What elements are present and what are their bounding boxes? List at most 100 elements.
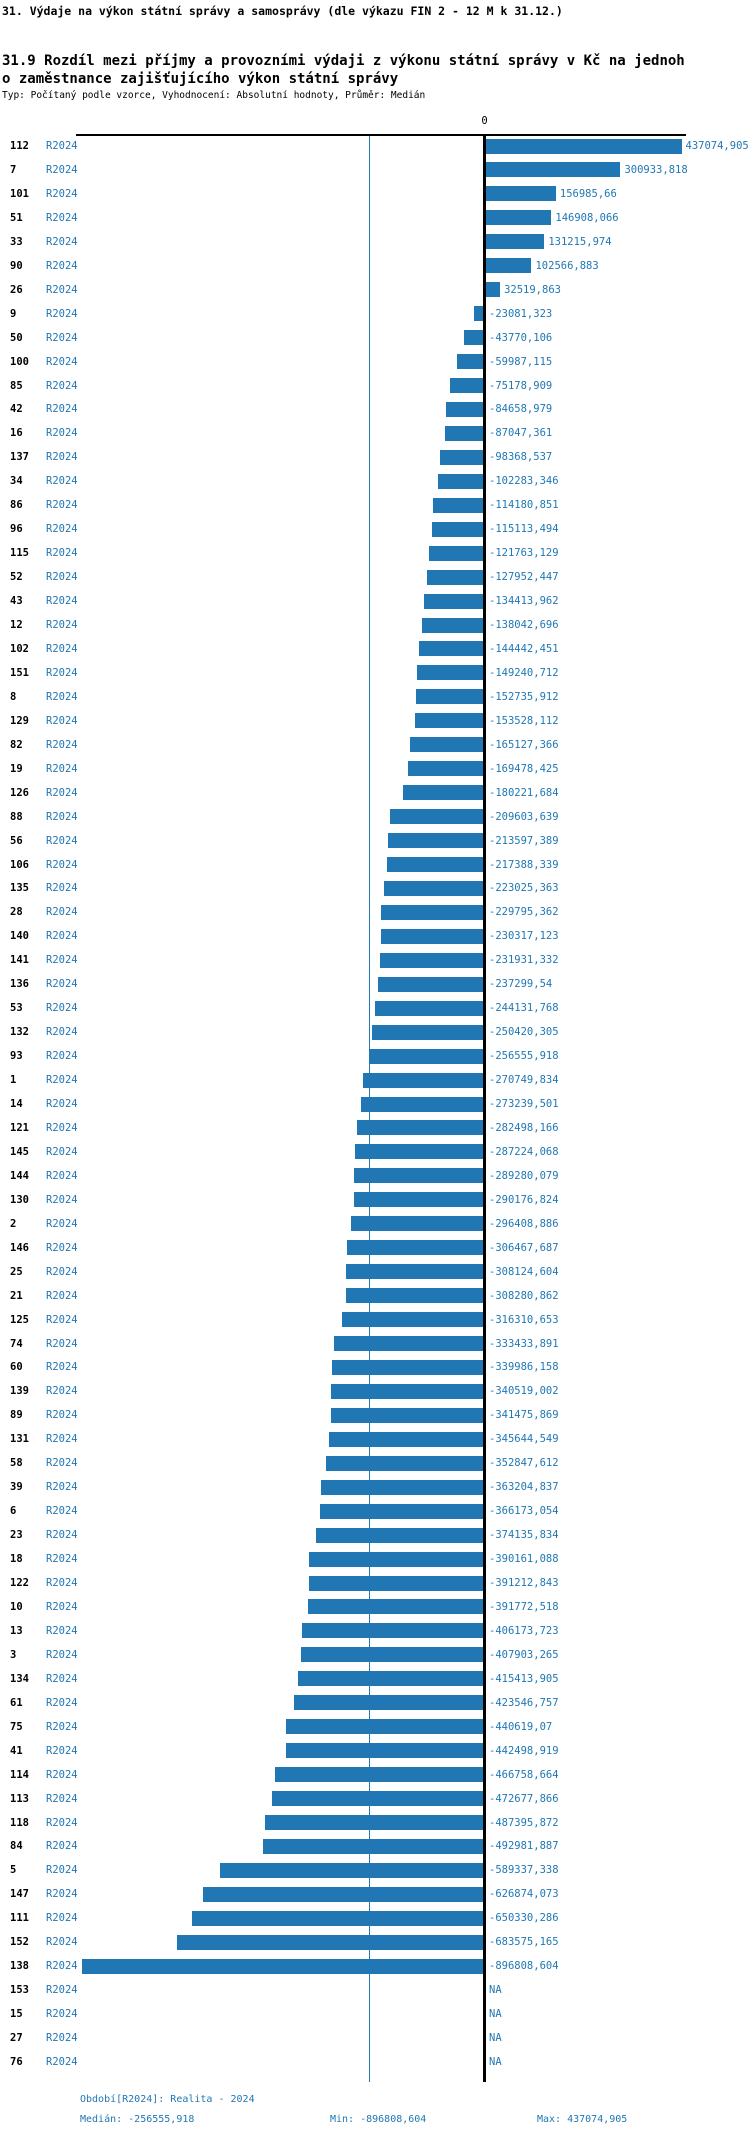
row-bar[interactable]: [331, 1383, 484, 1399]
row-bar[interactable]: [386, 857, 484, 872]
row-bar[interactable]: [177, 1934, 484, 1950]
row-bar[interactable]: [379, 952, 484, 968]
table-row: 139 R2024 -340519,002: [0, 1379, 750, 1403]
row-bar[interactable]: [457, 354, 484, 370]
row-bar[interactable]: [438, 473, 484, 489]
row-bar[interactable]: [353, 1192, 484, 1208]
row-bar[interactable]: [262, 1838, 484, 1854]
row-bar[interactable]: [357, 1120, 484, 1136]
row-value-label: -406173,723: [489, 1624, 559, 1637]
table-row: 112 R2024 437074,905: [0, 134, 750, 158]
row-bar[interactable]: [81, 1958, 484, 1974]
row-bar[interactable]: [473, 306, 484, 322]
row-bar[interactable]: [426, 569, 484, 585]
row-bar[interactable]: [361, 1096, 484, 1112]
row-value-label: -43770,106: [489, 331, 553, 344]
row-bar[interactable]: [403, 785, 484, 801]
row-bar[interactable]: [319, 1503, 484, 1519]
row-bar[interactable]: [342, 1312, 484, 1328]
row-bar[interactable]: [423, 593, 484, 609]
row-bar[interactable]: [485, 162, 621, 178]
row-bar[interactable]: [274, 1767, 484, 1783]
row-bar[interactable]: [371, 1024, 484, 1040]
row-id-label: 100: [10, 355, 29, 368]
row-value-label: -237299,54: [489, 978, 553, 991]
row-bar[interactable]: [407, 761, 484, 777]
row-bar[interactable]: [485, 210, 552, 226]
row-bar[interactable]: [380, 928, 484, 944]
row-bar[interactable]: [444, 425, 484, 441]
row-bar[interactable]: [446, 401, 484, 417]
row-id-label: 90: [10, 259, 23, 272]
row-period-label: R2024: [46, 738, 78, 751]
row-bar[interactable]: [368, 1048, 484, 1064]
row-bar[interactable]: [439, 449, 484, 465]
table-row: 147 R2024 -626874,073: [0, 1882, 750, 1906]
row-bar[interactable]: [309, 1551, 484, 1567]
row-bar[interactable]: [265, 1815, 484, 1830]
row-bar[interactable]: [330, 1407, 484, 1423]
row-period-label: R2024: [46, 1074, 78, 1087]
row-bar[interactable]: [219, 1862, 484, 1878]
row-bar[interactable]: [383, 880, 484, 896]
row-bar[interactable]: [485, 138, 682, 154]
row-period-label: R2024: [46, 163, 78, 176]
row-bar[interactable]: [345, 1264, 484, 1280]
row-id-label: 61: [10, 1696, 23, 1709]
row-bar[interactable]: [321, 1479, 484, 1495]
row-period-label: R2024: [46, 1553, 78, 1566]
row-bar[interactable]: [285, 1743, 484, 1759]
row-bar[interactable]: [334, 1336, 484, 1351]
row-bar[interactable]: [417, 665, 484, 681]
row-bar[interactable]: [432, 521, 484, 537]
row-bar[interactable]: [464, 330, 484, 346]
row-bar[interactable]: [422, 617, 484, 633]
row-bar[interactable]: [331, 1359, 484, 1375]
row-bar[interactable]: [415, 713, 484, 729]
row-bar[interactable]: [346, 1240, 484, 1256]
row-bar[interactable]: [354, 1168, 484, 1184]
row-bar[interactable]: [390, 809, 484, 825]
row-period-label: R2024: [46, 1098, 78, 1110]
row-bar[interactable]: [485, 234, 545, 250]
row-bar[interactable]: [351, 1216, 484, 1232]
table-row: 96 R2024 -115113,494: [0, 517, 750, 541]
row-value-label: -230317,123: [489, 930, 559, 943]
row-period-label: R2024: [46, 1026, 78, 1039]
row-bar[interactable]: [202, 1886, 484, 1902]
row-id-label: 86: [10, 499, 23, 512]
row-period-label: R2024: [46, 1936, 78, 1949]
row-bar[interactable]: [415, 689, 484, 705]
row-value-label: -59987,115: [489, 355, 553, 368]
row-bar[interactable]: [286, 1719, 484, 1735]
row-bar[interactable]: [419, 641, 484, 657]
row-bar[interactable]: [272, 1791, 484, 1807]
row-bar[interactable]: [301, 1623, 484, 1639]
row-bar[interactable]: [380, 904, 484, 920]
row-bar[interactable]: [485, 282, 501, 298]
row-period-label: R2024: [46, 355, 78, 368]
row-bar[interactable]: [316, 1527, 484, 1543]
row-bar[interactable]: [301, 1647, 484, 1663]
row-bar[interactable]: [308, 1599, 484, 1615]
row-bar[interactable]: [485, 186, 556, 202]
row-bar[interactable]: [450, 378, 484, 393]
row-bar[interactable]: [429, 545, 484, 561]
row-bar[interactable]: [297, 1671, 484, 1687]
row-bar[interactable]: [308, 1575, 484, 1591]
row-bar[interactable]: [345, 1288, 484, 1304]
row-bar[interactable]: [388, 833, 484, 849]
row-bar[interactable]: [432, 497, 484, 513]
row-bar[interactable]: [362, 1072, 484, 1088]
row-bar[interactable]: [355, 1144, 484, 1160]
row-value-label: -102283,346: [489, 475, 559, 488]
row-bar[interactable]: [329, 1431, 484, 1447]
row-bar[interactable]: [192, 1910, 484, 1926]
row-bar[interactable]: [325, 1455, 484, 1471]
row-bar[interactable]: [374, 1000, 484, 1016]
table-row: 90 R2024 102566,883: [0, 254, 750, 278]
row-bar[interactable]: [485, 258, 532, 274]
row-bar[interactable]: [377, 976, 484, 992]
row-bar[interactable]: [409, 737, 484, 753]
row-bar[interactable]: [294, 1695, 484, 1711]
